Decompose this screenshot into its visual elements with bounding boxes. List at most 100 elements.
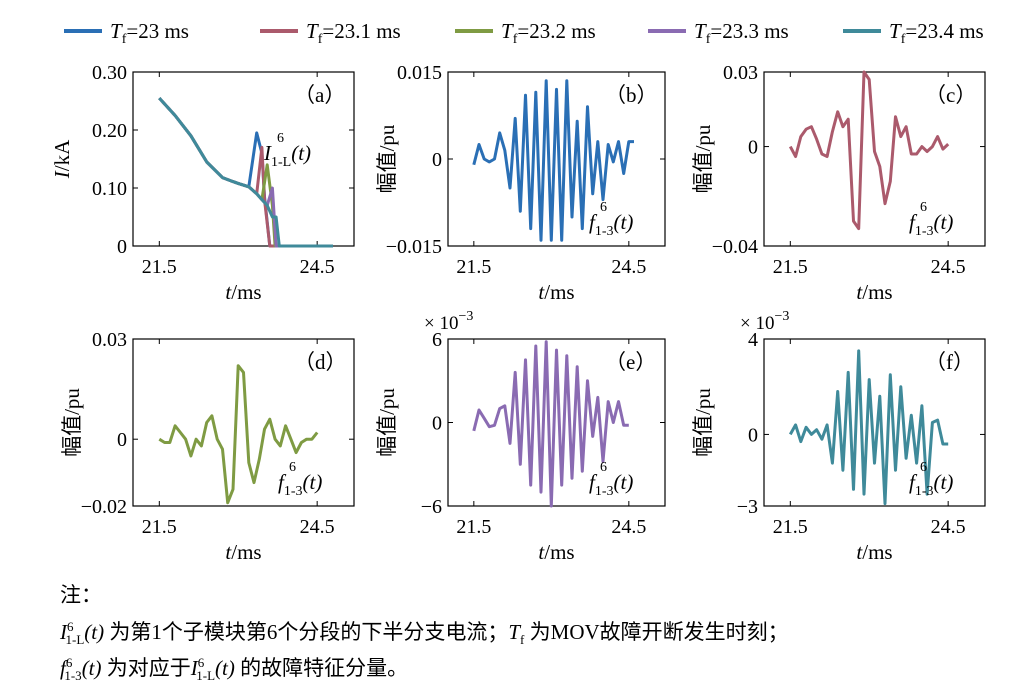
- annotation-symbol: f: [909, 210, 918, 234]
- y-tick-label: −0.04: [712, 236, 758, 258]
- legend-subscript: f: [122, 32, 127, 47]
- x-axis-label-unit: /ms: [231, 540, 261, 564]
- y-axis-label: I/kA: [50, 139, 74, 179]
- legend-value: =23.2 ms: [517, 19, 595, 43]
- y-axis-label: 幅值/pu: [375, 124, 399, 193]
- x-axis-label: t/ms: [856, 540, 892, 564]
- annotation-superscript: 6: [600, 460, 607, 475]
- note2-text-b: 的故障特征分量。: [234, 656, 409, 680]
- annotation-subscript: 1-3: [284, 484, 303, 499]
- series-line-4: [158, 97, 333, 248]
- panel-label: （f）: [925, 350, 974, 374]
- legend-subscript: f: [901, 32, 906, 47]
- legend-value: =23.4 ms: [905, 19, 983, 43]
- note2-ref-sub: 1-L: [196, 668, 216, 684]
- legend-label: Tf=23.4 ms: [889, 19, 984, 47]
- annotation-arg: (t): [934, 210, 954, 234]
- legend-subscript: f: [706, 32, 711, 47]
- legend-symbol: T: [306, 19, 319, 43]
- note1-symbol: I: [60, 620, 67, 644]
- x-tick-label: 21.5: [142, 256, 177, 278]
- annotation-superscript: 6: [289, 460, 296, 475]
- x-tick-label: 24.5: [931, 256, 966, 278]
- note2-ref-sup: 6: [197, 655, 205, 670]
- y-axis-label-unit: /kA: [50, 139, 74, 171]
- annotation-subscript: 1-3: [595, 224, 614, 239]
- y-tick-label: 0: [748, 424, 758, 446]
- y-tick-label: 0.03: [723, 62, 758, 84]
- note1-text-a: 为第1个子模块第6个分段的下半分支电流；: [104, 620, 509, 644]
- note1-sub: 1-L: [65, 632, 85, 648]
- panel-label: （a）: [294, 83, 345, 107]
- legend-entry-4: Tf=23.3 ms: [648, 19, 789, 47]
- legend-symbol: T: [110, 19, 123, 43]
- x-tick-label: 21.5: [456, 516, 491, 538]
- y-tick-label: −6: [421, 496, 442, 518]
- legend-label: Tf=23.1 ms: [306, 19, 401, 47]
- series-line-3: [158, 97, 333, 248]
- x-axis-label-symbol: t: [538, 540, 545, 564]
- annotation: f1-3(t): [909, 470, 953, 499]
- x-tick-label: 21.5: [773, 256, 808, 278]
- panel-label: （d）: [294, 350, 347, 374]
- annotation-symbol: f: [589, 470, 598, 494]
- y-tick-label: 4: [748, 329, 758, 351]
- scale-factor: × 10−3: [424, 309, 473, 334]
- note1-sub-2: f: [520, 632, 525, 648]
- panel-label: （b）: [605, 83, 658, 107]
- y-tick-label: −0.02: [81, 496, 127, 518]
- scale-factor-exponent: −3: [774, 309, 789, 324]
- x-tick-label: 24.5: [300, 516, 335, 538]
- scale-factor-base: × 10: [424, 313, 458, 334]
- legend-symbol: T: [889, 19, 902, 43]
- notes-line-1: I61-L(t) 为第1个子模块第6个分段的下半分支电流；Tf 为MOV故障开断…: [60, 610, 789, 657]
- note2-symbol: f: [60, 656, 66, 680]
- x-tick-label: 24.5: [611, 256, 646, 278]
- annotation-superscript: 6: [600, 200, 607, 215]
- x-axis-label-symbol: t: [225, 280, 232, 304]
- annotation: I1-L(t): [263, 141, 311, 170]
- note1-arg: (t): [84, 620, 105, 644]
- note1-sup: 6: [67, 619, 74, 634]
- y-tick-label: 0: [432, 149, 442, 171]
- annotation-subscript: 1-L: [271, 155, 291, 170]
- x-axis-label: t/ms: [225, 280, 261, 304]
- series-line-1: [788, 70, 950, 231]
- y-axis-label-symbol: I: [50, 170, 74, 179]
- annotation-arg: (t): [934, 470, 954, 494]
- x-tick-label: 21.5: [142, 516, 177, 538]
- y-tick-label: 0.20: [92, 120, 127, 142]
- x-axis-label-unit: /ms: [231, 280, 261, 304]
- x-axis-label-unit: /ms: [862, 540, 892, 564]
- series-line-1: [788, 349, 949, 506]
- annotation-superscript: 6: [920, 460, 927, 475]
- note2-sub: 1-3: [64, 668, 82, 684]
- y-tick-label: 0.10: [92, 178, 127, 200]
- legend-value: =23.3 ms: [710, 19, 788, 43]
- x-tick-label: 24.5: [300, 256, 335, 278]
- y-tick-label: −3: [737, 496, 758, 518]
- legend-label: Tf=23.3 ms: [694, 19, 789, 47]
- scale-factor-base: × 10: [740, 313, 774, 334]
- legend-label: Tf=23.2 ms: [501, 19, 596, 47]
- y-tick-label: 0: [748, 137, 758, 159]
- annotation: f1-3(t): [909, 210, 953, 239]
- annotation-symbol: f: [909, 470, 918, 494]
- y-tick-label: 0: [117, 236, 127, 258]
- annotation-symbol: f: [589, 210, 598, 234]
- y-tick-label: 0: [117, 429, 127, 451]
- x-axis-label: t/ms: [538, 280, 574, 304]
- annotation-subscript: 1-3: [915, 484, 934, 499]
- series-line-1: [472, 79, 634, 242]
- notes-label: 注：: [60, 583, 102, 607]
- plot-frame: [763, 338, 986, 507]
- annotation-arg: (t): [303, 470, 323, 494]
- x-tick-label: 21.5: [773, 516, 808, 538]
- annotation-subscript: 1-3: [915, 224, 934, 239]
- annotation: f1-3(t): [589, 470, 633, 499]
- x-axis-label-unit: /ms: [544, 280, 574, 304]
